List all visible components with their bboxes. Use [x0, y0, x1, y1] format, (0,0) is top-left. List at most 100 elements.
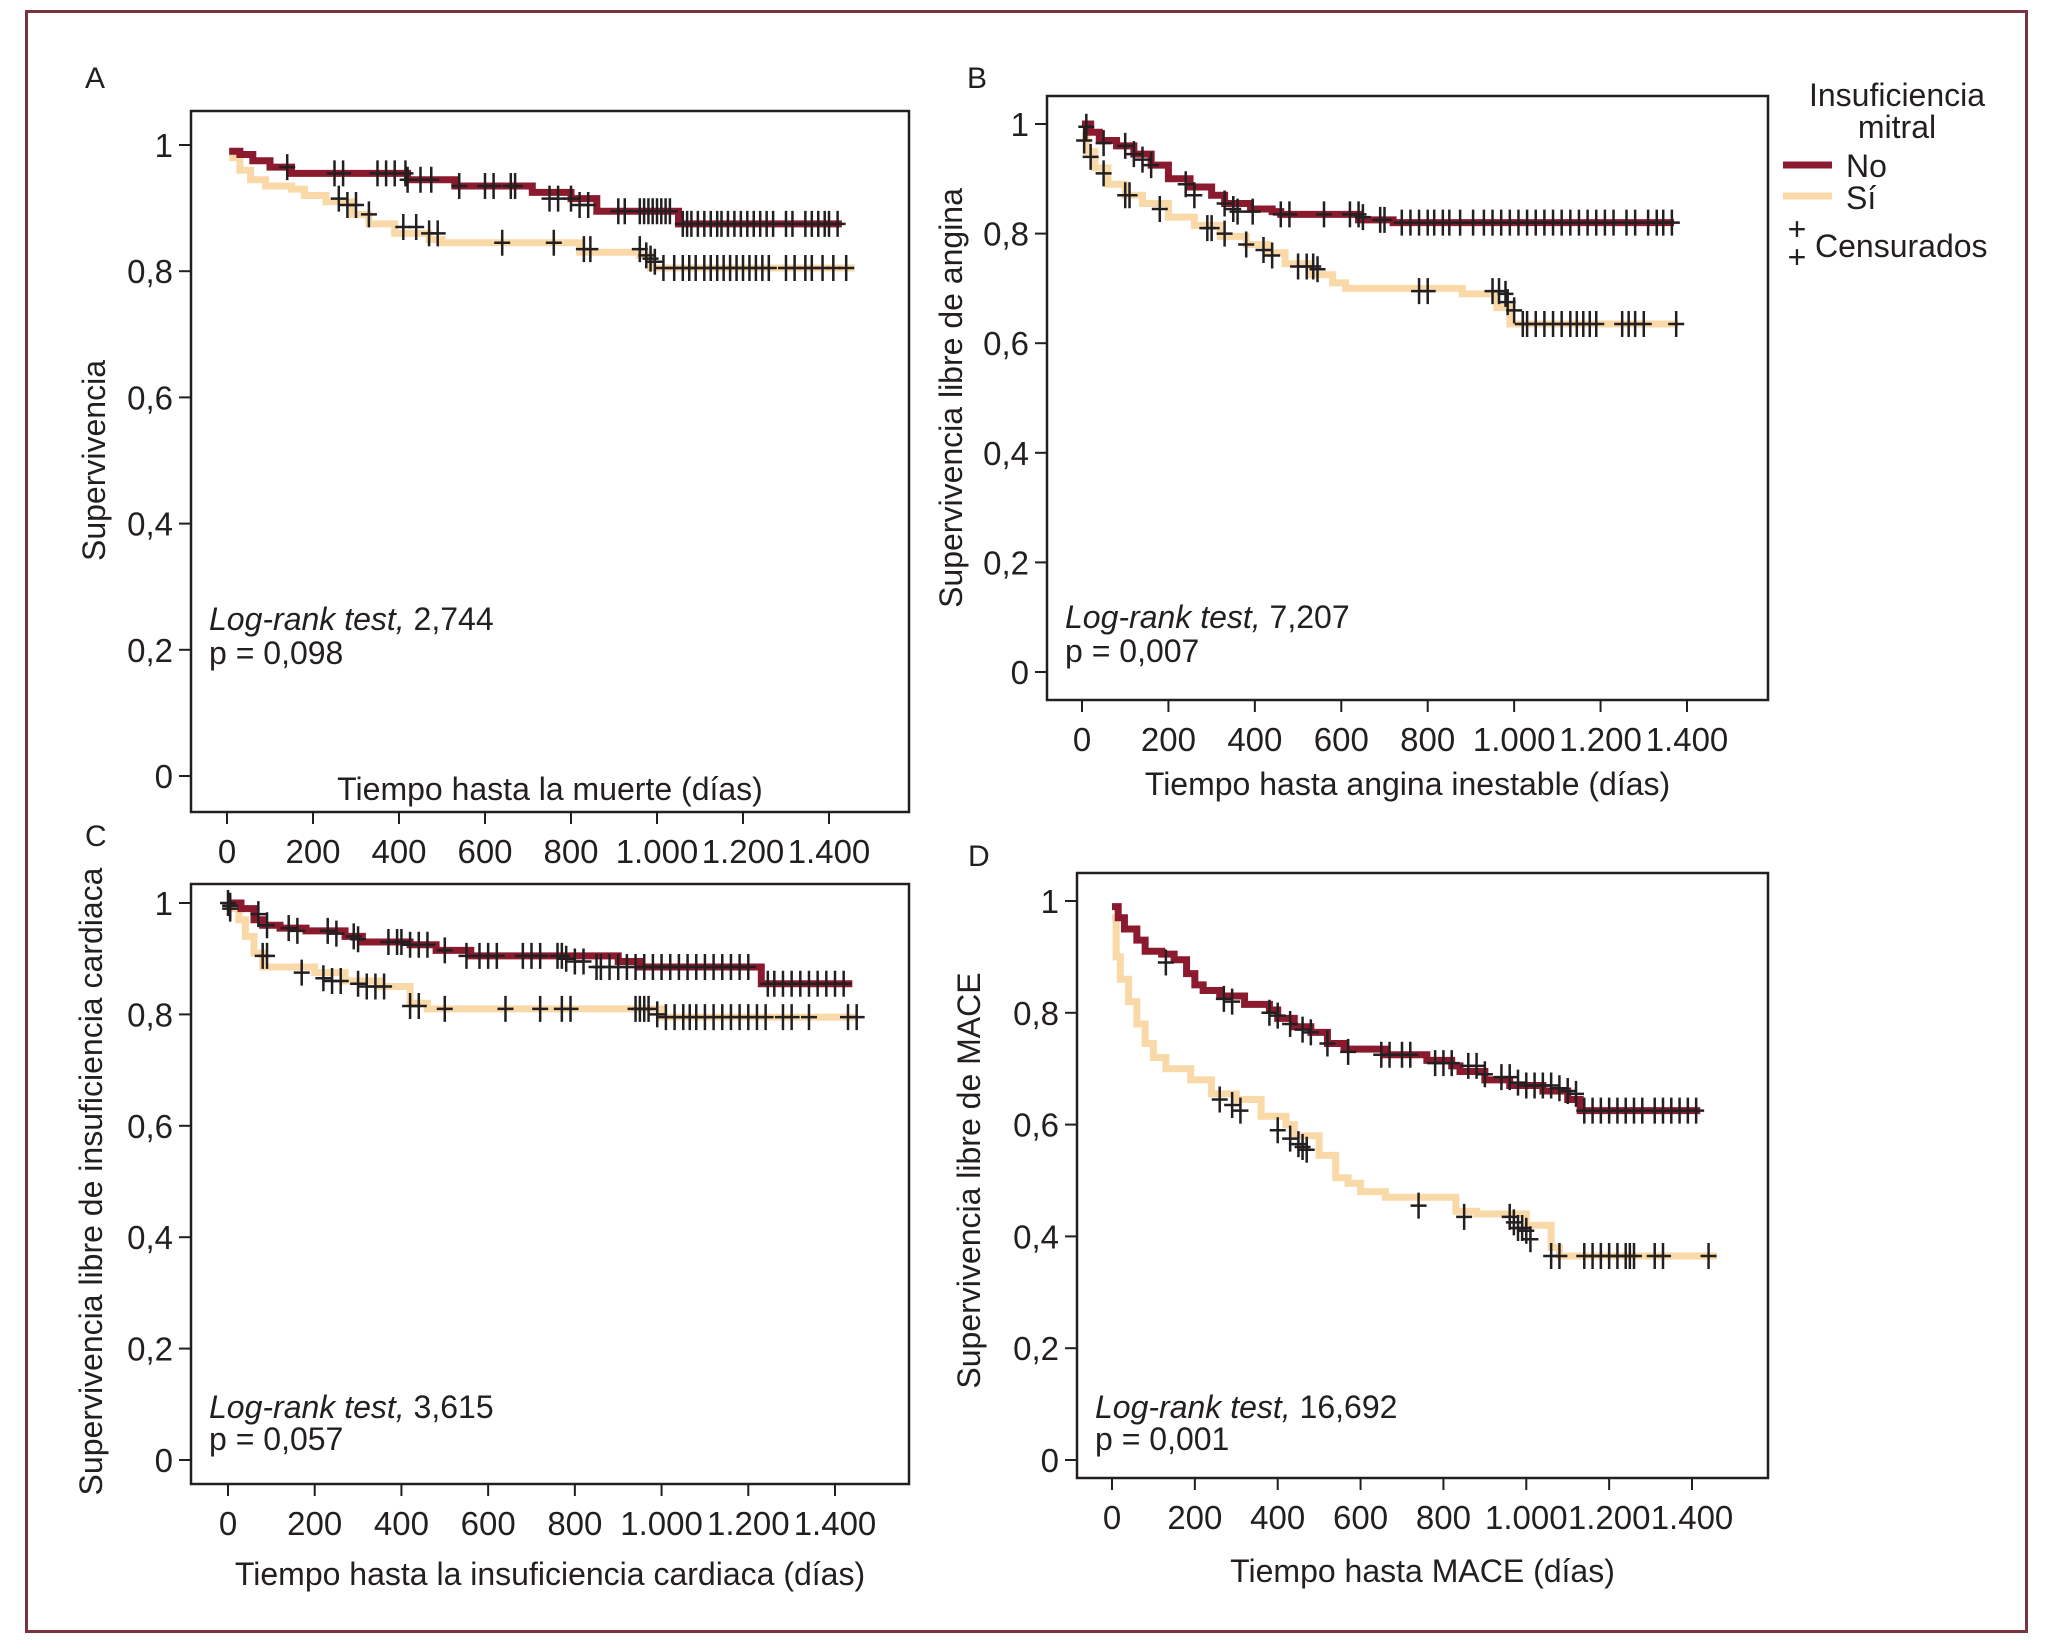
censored-mark-si	[760, 255, 777, 282]
censored-mark-si	[1626, 1242, 1642, 1269]
y-tick-label: 0,4	[127, 506, 173, 543]
censored-mark-si	[259, 942, 276, 969]
x-tick-label: 400	[1227, 721, 1282, 758]
censored-mark-si	[293, 959, 310, 986]
censored-mark-si	[1211, 1086, 1228, 1113]
x-tick-label: 200	[287, 1505, 342, 1542]
logrank-annotation: Log-rank test, 2,744	[209, 601, 494, 637]
censored-mark-no	[345, 923, 362, 950]
x-tick-label: 200	[285, 833, 340, 870]
x-tick-label: 800	[1416, 1499, 1471, 1536]
censored-mark-no	[1134, 146, 1151, 173]
panel-b: B 0 0,2 0,4 0,6 0,8 1 0 200 400 600 800 1.000 1.200 1.…	[933, 62, 1770, 802]
y-tick-label: 0	[1011, 654, 1029, 691]
censored-mark-si	[1456, 1203, 1473, 1230]
censored-mark-no	[1468, 1052, 1485, 1079]
y-axis-title: Supervivencia libre de insuficiencia car…	[73, 867, 109, 1495]
legend-label-no: No	[1846, 148, 1887, 184]
censored-mark-no	[220, 890, 236, 916]
censored-mark-no	[1568, 1080, 1584, 1107]
censored-mark-no	[661, 198, 678, 225]
censored-mark-no	[1510, 1069, 1526, 1096]
x-tick-label: 800	[543, 833, 598, 870]
legend-censored-icon-top: +	[1788, 211, 1807, 247]
censored-mark-no	[1244, 198, 1261, 225]
censored-mark-si	[1095, 160, 1112, 187]
y-tick-label: 1	[1041, 883, 1059, 920]
y-tick-label: 0,4	[127, 1219, 173, 1256]
panel-letter: D	[968, 840, 990, 873]
x-tick-label: 1.400	[1646, 721, 1729, 758]
censored-mark-si	[545, 229, 562, 256]
x-tick-label: 0	[1103, 1499, 1121, 1536]
censored-mark-si	[222, 895, 239, 922]
legend: Insuficiencia mitral No Sí + + Censurado…	[1783, 77, 1988, 275]
km-curve-no	[229, 147, 842, 228]
panel-letter: B	[967, 62, 987, 95]
x-tick-label: 1.000	[620, 1505, 703, 1542]
x-tick-label: 1.000	[1485, 1499, 1568, 1536]
legend-label-censored: Censurados	[1815, 228, 1988, 264]
panel-letter: C	[85, 820, 107, 853]
y-axis-title: Supervivencia libre de MACE	[951, 972, 987, 1388]
censored-mark-no	[829, 210, 846, 237]
censored-mark-no	[563, 185, 579, 212]
censored-mark-si	[350, 970, 367, 997]
km-curve-si	[1112, 914, 1717, 1260]
legend-censored-icon-bottom: +	[1788, 239, 1807, 275]
censored-mark-si	[1082, 143, 1099, 170]
plot-frame	[189, 109, 911, 814]
censored-mark-no	[1224, 988, 1241, 1015]
censored-mark-no	[350, 926, 367, 953]
p-value: p = 0,007	[1065, 633, 1199, 669]
censored-mark-si	[1700, 1242, 1717, 1269]
censored-mark-no	[250, 901, 267, 928]
censored-mark-no	[1294, 1016, 1311, 1043]
y-tick-label: 0,2	[127, 1331, 173, 1368]
legend-title-line2: mitral	[1858, 109, 1936, 145]
y-tick-label: 0,4	[983, 435, 1029, 472]
censored-mark-si	[1298, 1136, 1315, 1163]
x-tick-label: 400	[1250, 1499, 1305, 1536]
censored-mark-no	[488, 942, 505, 969]
censored-mark-no	[1269, 1002, 1286, 1029]
plot-frame	[1075, 871, 1770, 1480]
x-axis-title: Tiempo hasta angina inestable (días)	[1145, 766, 1670, 802]
x-axis-title: Tiempo hasta la insuficiencia cardiaca (…	[235, 1556, 865, 1592]
censored-mark-si	[649, 1001, 666, 1028]
logrank-annotation: Log-rank test, 3,615	[209, 1389, 494, 1425]
censored-mark-no	[423, 166, 440, 193]
censored-mark-no	[1316, 201, 1332, 228]
x-tick-label: 600	[457, 833, 512, 870]
y-tick-label: 0,8	[127, 253, 173, 290]
censored-mark-no	[1095, 130, 1112, 157]
censored-mark-no	[279, 154, 296, 181]
censored-mark-no	[1402, 1041, 1419, 1068]
x-tick-label: 1.400	[788, 833, 871, 870]
censored-mark-si	[1224, 1092, 1241, 1119]
censored-mark-no	[553, 942, 570, 969]
y-tick-label: 1	[1011, 106, 1029, 143]
panel-c: C00,20,40,60,810 200 400 600 800 1.000 1.200 1.…	[73, 820, 911, 1592]
censored-mark-no	[393, 928, 410, 955]
censored-mark-si	[532, 995, 549, 1022]
censored-mark-no	[1143, 152, 1160, 179]
censored-mark-no	[1117, 132, 1134, 159]
x-axis-title: Tiempo hasta MACE (días)	[1230, 1553, 1615, 1589]
censored-mark-si	[332, 967, 349, 994]
censored-mark-si	[1506, 297, 1523, 324]
y-tick-label: 0,8	[1013, 995, 1059, 1032]
x-tick-label: 1.400	[1651, 1499, 1734, 1536]
censored-mark-no	[1559, 1078, 1576, 1105]
censored-mark-si	[348, 191, 364, 218]
censored-mark-no	[1078, 113, 1095, 140]
y-tick-label: 0,2	[127, 632, 173, 669]
censored-mark-si	[1264, 242, 1281, 269]
censored-mark-no	[616, 198, 633, 225]
censored-mark-no	[1216, 190, 1233, 217]
censored-mark-si	[1269, 1117, 1286, 1144]
censored-mark-no	[419, 931, 436, 958]
x-tick-label: 0	[1073, 721, 1091, 758]
censored-mark-si	[1668, 311, 1685, 338]
x-tick-label: 600	[1333, 1499, 1388, 1536]
